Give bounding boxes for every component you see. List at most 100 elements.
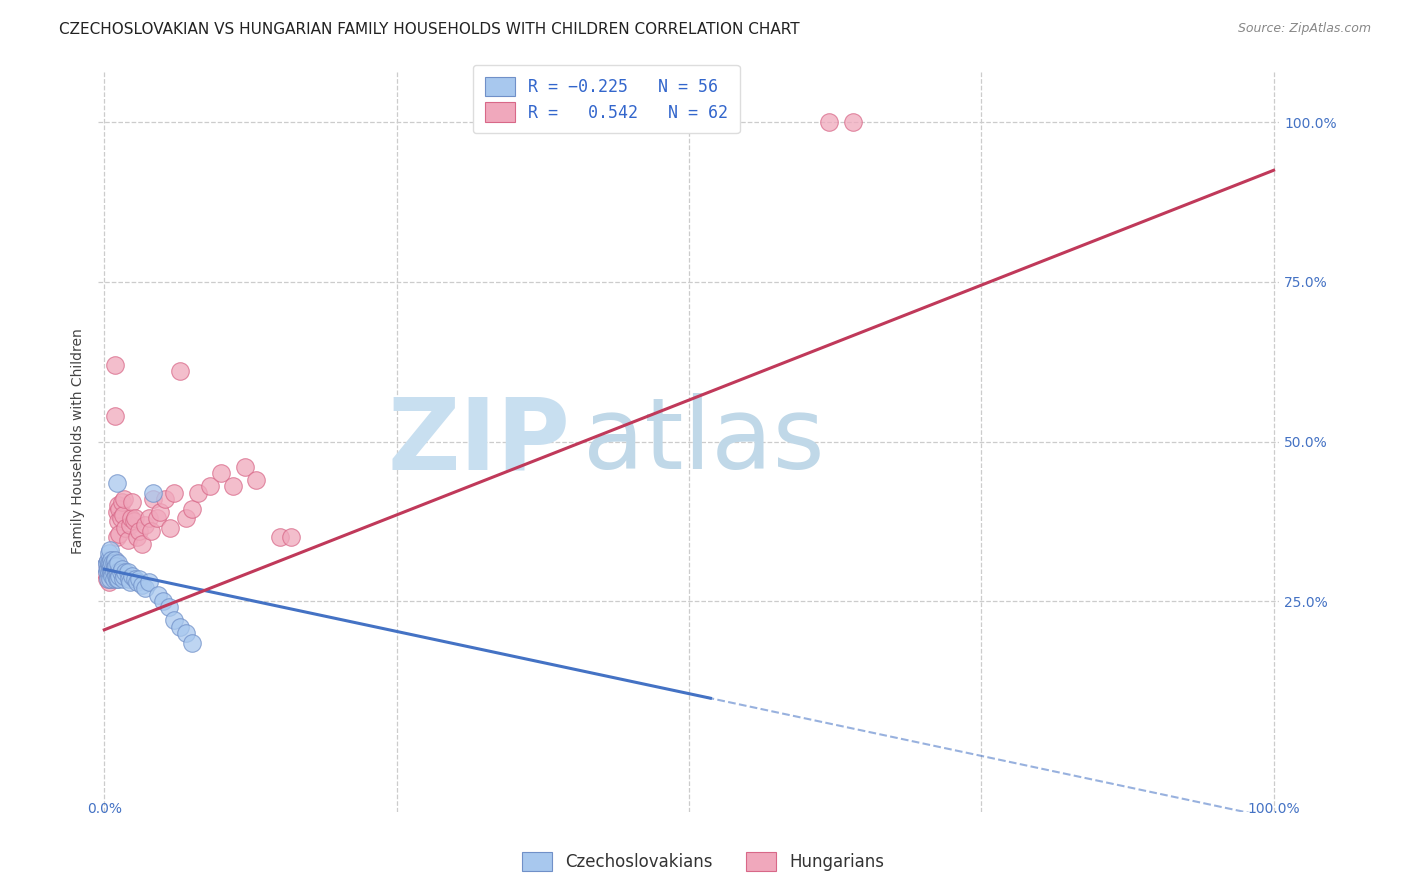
Point bbox=[107, 572, 129, 586]
Point bbox=[97, 546, 120, 560]
Text: atlas: atlas bbox=[582, 393, 824, 490]
Point bbox=[108, 501, 131, 516]
Point bbox=[174, 511, 197, 525]
Point bbox=[818, 115, 841, 129]
Point bbox=[94, 566, 117, 580]
Point bbox=[108, 527, 131, 541]
Point bbox=[149, 505, 172, 519]
Point bbox=[114, 521, 136, 535]
Point bbox=[124, 572, 146, 586]
Point bbox=[97, 574, 120, 589]
Point bbox=[152, 594, 174, 608]
Point bbox=[100, 566, 122, 580]
Point bbox=[280, 530, 302, 544]
Point bbox=[111, 508, 134, 522]
Point bbox=[138, 574, 160, 589]
Point bbox=[138, 511, 160, 525]
Point bbox=[105, 505, 128, 519]
Point bbox=[159, 521, 181, 535]
Point bbox=[139, 524, 162, 538]
Point bbox=[101, 556, 124, 570]
Text: ZIP: ZIP bbox=[388, 393, 571, 490]
Text: CZECHOSLOVAKIAN VS HUNGARIAN FAMILY HOUSEHOLDS WITH CHILDREN CORRELATION CHART: CZECHOSLOVAKIAN VS HUNGARIAN FAMILY HOUS… bbox=[59, 22, 800, 37]
Point bbox=[101, 566, 124, 580]
Point bbox=[98, 562, 121, 576]
Point bbox=[233, 460, 256, 475]
Point bbox=[97, 566, 120, 580]
Point bbox=[96, 556, 118, 570]
Point bbox=[104, 568, 127, 582]
Point bbox=[128, 524, 150, 538]
Point bbox=[97, 552, 120, 566]
Point bbox=[104, 556, 127, 570]
Point bbox=[100, 552, 122, 566]
Point bbox=[96, 556, 118, 570]
Point bbox=[110, 511, 132, 525]
Point bbox=[142, 485, 165, 500]
Point bbox=[118, 572, 141, 586]
Point bbox=[103, 566, 125, 580]
Text: 0.0%: 0.0% bbox=[87, 802, 122, 816]
Point bbox=[181, 501, 204, 516]
Point bbox=[198, 479, 221, 493]
Point bbox=[103, 572, 125, 586]
Text: 100.0%: 100.0% bbox=[1247, 802, 1301, 816]
Point bbox=[841, 115, 863, 129]
Point bbox=[174, 626, 197, 640]
Point bbox=[125, 574, 148, 589]
Point bbox=[104, 552, 127, 566]
Point bbox=[134, 517, 156, 532]
Point bbox=[98, 556, 121, 570]
Point bbox=[98, 566, 121, 580]
Point bbox=[142, 491, 165, 506]
Point bbox=[187, 485, 209, 500]
Point bbox=[163, 613, 186, 627]
Point bbox=[101, 566, 124, 580]
Point bbox=[100, 572, 122, 586]
Point bbox=[110, 566, 132, 580]
Point bbox=[146, 588, 169, 602]
Point bbox=[111, 572, 134, 586]
Point bbox=[105, 530, 128, 544]
Legend: Czechoslovakians, Hungarians: Czechoslovakians, Hungarians bbox=[513, 843, 893, 880]
Point bbox=[97, 562, 120, 576]
Point bbox=[98, 552, 121, 566]
Point bbox=[105, 476, 128, 491]
Point bbox=[107, 566, 129, 580]
Point bbox=[97, 556, 120, 570]
Point bbox=[125, 530, 148, 544]
Point bbox=[107, 514, 129, 528]
Y-axis label: Family Households with Children: Family Households with Children bbox=[70, 328, 84, 555]
Point bbox=[101, 556, 124, 570]
Point bbox=[153, 491, 176, 506]
Point bbox=[96, 566, 118, 580]
Point bbox=[134, 582, 156, 596]
Point bbox=[111, 562, 134, 576]
Point bbox=[121, 568, 143, 582]
Point bbox=[269, 530, 291, 544]
Point bbox=[124, 511, 146, 525]
Point bbox=[118, 574, 141, 589]
Point bbox=[97, 568, 120, 582]
Point bbox=[131, 578, 153, 592]
Point bbox=[163, 485, 186, 500]
Point bbox=[97, 566, 120, 580]
Point bbox=[107, 556, 129, 570]
Point bbox=[98, 562, 121, 576]
Point bbox=[118, 517, 141, 532]
Point bbox=[103, 566, 125, 580]
Point bbox=[100, 559, 122, 574]
Point bbox=[101, 568, 124, 582]
Text: Source: ZipAtlas.com: Source: ZipAtlas.com bbox=[1237, 22, 1371, 36]
Point bbox=[117, 566, 139, 580]
Point bbox=[209, 467, 232, 481]
Point bbox=[114, 566, 136, 580]
Point bbox=[104, 566, 127, 580]
Point bbox=[96, 572, 118, 586]
Point bbox=[222, 479, 245, 493]
Point bbox=[107, 499, 129, 513]
Point bbox=[157, 600, 180, 615]
Point bbox=[98, 543, 121, 558]
Point bbox=[245, 473, 267, 487]
Point bbox=[169, 619, 191, 633]
